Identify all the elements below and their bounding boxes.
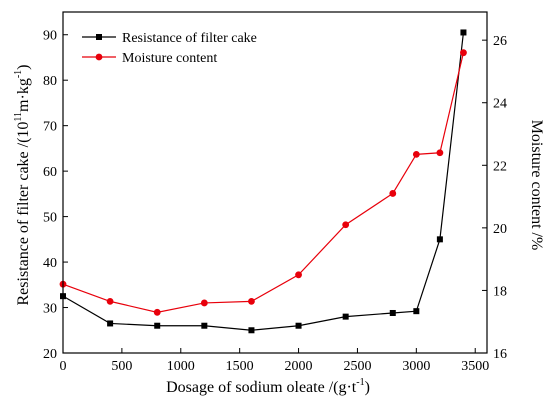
y-right-tick-label: 24 [493,97,507,112]
data-point-resistance [460,29,467,36]
data-point-resistance [342,313,349,320]
legend-marker-moisture [95,53,103,61]
legend: Resistance of filter cake Moisture conte… [82,31,257,66]
data-point-moisture [295,271,302,279]
data-point-moisture [412,150,420,158]
series-line-moisture [62,52,465,313]
y-left-tick-label: 70 [43,120,57,135]
y-left-tick-label: 80 [43,74,57,89]
y-right-tick-label: 22 [493,159,507,174]
data-point-resistance [107,320,114,327]
y-right-tick-label: 26 [493,34,507,49]
x-tick-label: 500 [111,359,132,374]
plot-frame [62,11,488,354]
data-point-moisture [436,149,444,157]
data-point-moisture [342,221,350,229]
y-right-tick-label: 16 [493,347,507,362]
series-line-resistance [62,32,465,331]
data-point-moisture [153,308,161,316]
data-point-moisture [106,297,114,305]
data-point-resistance [413,308,420,315]
x-tick-label: 0 [60,359,67,374]
legend-label-resistance: Resistance of filter cake [122,31,257,46]
y-axis-left-label: Resistance of filter cake /(1011m·kg-1) [13,64,32,305]
x-axis-label: Dosage of sodium oleate /(g·t-1) [166,377,370,396]
y-left-tick-label: 90 [43,29,57,44]
data-point-resistance [295,322,302,329]
x-tick-label: 2000 [285,359,313,374]
data-point-resistance [201,322,208,329]
x-tick-label: 1500 [226,359,254,374]
data-point-moisture [200,299,208,307]
x-tick-label: 1000 [167,359,195,374]
y-left-tick-label: 50 [43,211,57,226]
data-point-resistance [389,309,396,316]
legend-marker-resistance [96,34,102,40]
y-left-tick-label: 40 [43,256,57,271]
y-left-tick-label: 20 [43,347,57,362]
y-left-tick-label: 30 [43,302,57,317]
legend-label-moisture: Moisture content [122,51,217,66]
y-axis-right-label: Moisture content /% [528,120,545,251]
x-tick-label: 3500 [461,359,489,374]
data-point-moisture [248,297,255,305]
y-left-tick-label: 60 [43,165,57,180]
data-point-resistance [436,236,443,243]
x-tick-label: 3000 [402,359,430,374]
data-point-resistance [248,327,255,334]
y-right-tick-label: 20 [493,222,507,237]
data-point-moisture [389,190,397,197]
data-point-moisture [460,49,467,57]
data-point-resistance [154,322,161,329]
y-right-tick-label: 18 [493,284,507,299]
x-tick-label: 2500 [343,359,371,374]
